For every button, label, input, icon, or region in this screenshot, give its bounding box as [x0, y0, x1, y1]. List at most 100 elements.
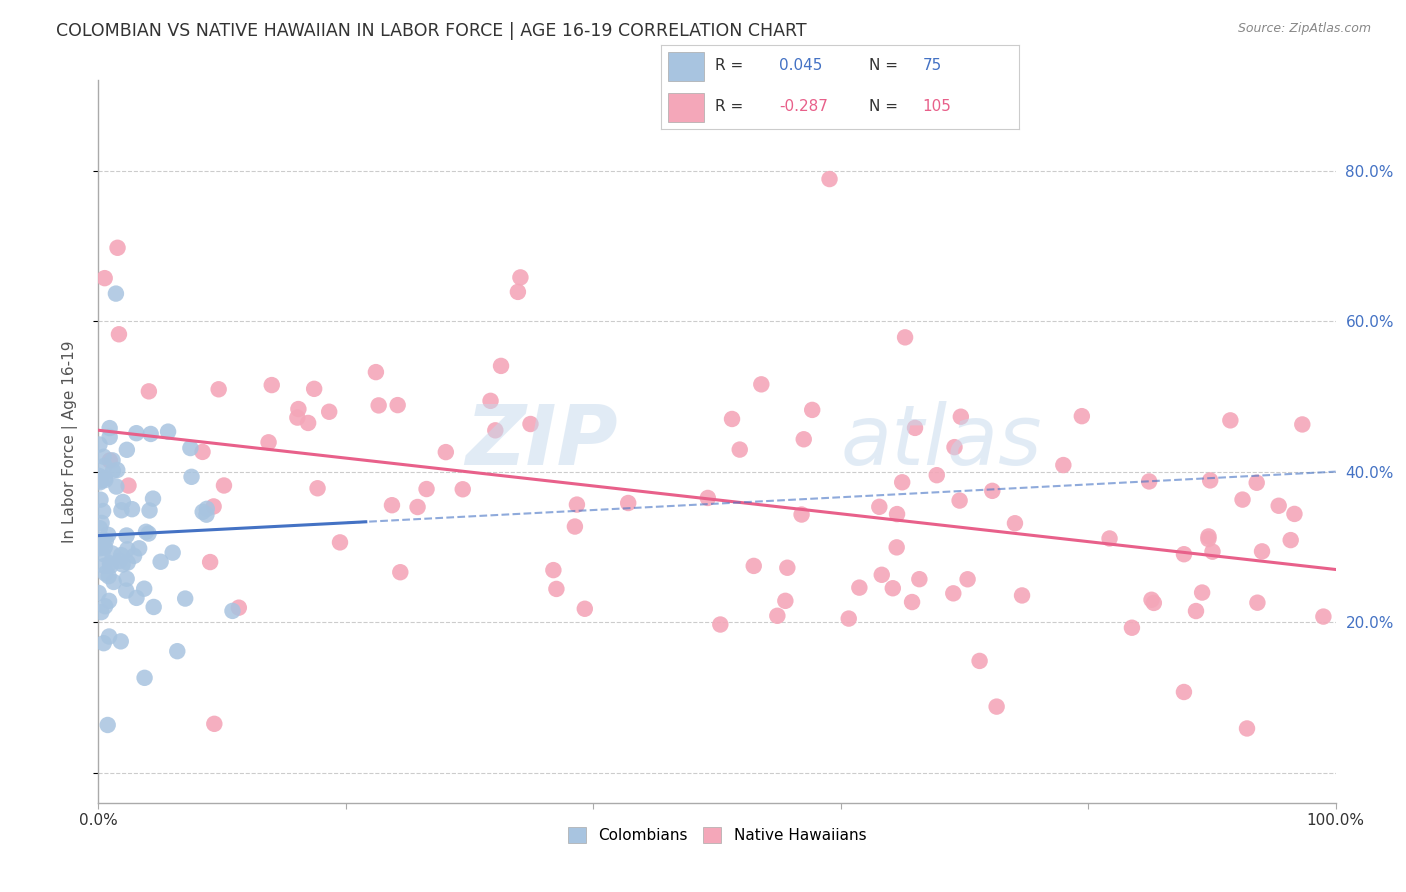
Text: -0.287: -0.287 — [779, 99, 828, 114]
Point — [894, 330, 917, 344]
Text: 105: 105 — [922, 99, 952, 114]
Point — [406, 500, 429, 514]
Point — [93, 558, 115, 573]
Point — [221, 604, 243, 618]
Point — [134, 582, 156, 596]
Point — [1198, 529, 1220, 543]
Point — [142, 599, 165, 614]
Point — [134, 671, 156, 685]
Point — [1219, 413, 1241, 427]
Point — [307, 481, 329, 495]
Text: ZIP: ZIP — [465, 401, 619, 482]
Point — [329, 535, 352, 549]
Text: R =: R = — [714, 99, 742, 114]
Point — [484, 423, 506, 437]
Point — [506, 285, 529, 299]
Point — [202, 716, 225, 731]
Point — [721, 412, 744, 426]
Point — [891, 475, 914, 490]
Point — [191, 445, 214, 459]
Point — [90, 516, 112, 530]
Text: 75: 75 — [922, 58, 942, 73]
Point — [94, 566, 117, 581]
Point — [104, 286, 127, 301]
Point — [89, 475, 111, 490]
Point — [302, 382, 325, 396]
Point — [121, 502, 143, 516]
Point — [208, 382, 231, 396]
Point — [1143, 596, 1166, 610]
Point — [509, 270, 531, 285]
Point — [775, 594, 797, 608]
Text: COLOMBIAN VS NATIVE HAWAIIAN IN LABOR FORCE | AGE 16-19 CORRELATION CHART: COLOMBIAN VS NATIVE HAWAIIAN IN LABOR FO… — [56, 22, 807, 40]
Text: 0.045: 0.045 — [779, 58, 823, 73]
Point — [776, 560, 799, 574]
Point — [100, 558, 122, 573]
Point — [125, 591, 148, 605]
Point — [1052, 458, 1074, 472]
Point — [142, 491, 165, 506]
Point — [98, 453, 121, 467]
Point — [97, 569, 120, 583]
Point — [93, 636, 115, 650]
Point — [1312, 609, 1334, 624]
Point — [98, 430, 121, 444]
Point — [1284, 507, 1306, 521]
Point — [818, 172, 841, 186]
Point — [110, 548, 132, 562]
Point — [111, 495, 134, 509]
Point — [1199, 474, 1222, 488]
Point — [115, 442, 138, 457]
Point — [1246, 475, 1268, 490]
Point — [94, 599, 117, 614]
Point — [174, 591, 197, 606]
Text: N =: N = — [869, 99, 898, 114]
Point — [98, 594, 121, 608]
Point — [94, 473, 117, 487]
Legend: Colombians, Native Hawaiians: Colombians, Native Hawaiians — [561, 822, 873, 849]
Point — [749, 377, 772, 392]
Point — [981, 483, 1004, 498]
Point — [387, 398, 409, 412]
Point — [125, 426, 148, 441]
Point — [195, 508, 218, 522]
Point — [179, 441, 201, 455]
Point — [93, 458, 115, 473]
Point — [434, 445, 457, 459]
FancyBboxPatch shape — [668, 53, 704, 81]
Point — [287, 410, 309, 425]
Point — [138, 384, 160, 399]
Point — [117, 542, 139, 557]
Point — [381, 498, 404, 512]
Point — [110, 634, 132, 648]
Point — [564, 519, 586, 533]
Point — [364, 365, 387, 379]
Point — [287, 402, 309, 417]
Point — [101, 546, 124, 560]
Point — [1267, 499, 1289, 513]
Point — [908, 572, 931, 586]
Point — [943, 440, 966, 454]
Point — [128, 541, 150, 556]
Point — [89, 521, 111, 535]
Point — [260, 378, 283, 392]
Point — [790, 508, 813, 522]
Point — [1173, 685, 1195, 699]
Point — [838, 611, 860, 625]
Point — [107, 241, 129, 255]
Point — [115, 572, 138, 586]
Point — [519, 417, 541, 431]
Point — [451, 482, 474, 496]
Text: N =: N = — [869, 58, 898, 73]
Point — [94, 533, 117, 548]
Point — [728, 442, 751, 457]
Point — [115, 528, 138, 542]
Text: Source: ZipAtlas.com: Source: ZipAtlas.com — [1237, 22, 1371, 36]
Point — [574, 601, 596, 615]
Point — [709, 617, 731, 632]
Point — [1197, 532, 1219, 546]
Point — [90, 605, 112, 619]
Point — [696, 491, 718, 505]
Point — [139, 427, 162, 442]
Point — [111, 558, 134, 572]
